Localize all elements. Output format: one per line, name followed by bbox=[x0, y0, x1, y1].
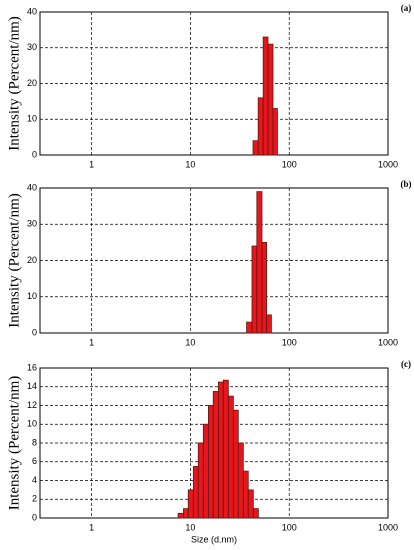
bar bbox=[237, 442, 244, 519]
bar bbox=[251, 245, 258, 334]
bar bbox=[252, 508, 259, 519]
bar bbox=[272, 108, 278, 156]
x-tick-label: 1 bbox=[89, 159, 94, 169]
y-tick-label: 12 bbox=[27, 400, 37, 410]
y-axis-label: Intensity (Percent/nm) bbox=[6, 193, 22, 328]
bar bbox=[246, 321, 253, 334]
bar bbox=[267, 43, 274, 156]
bar bbox=[202, 423, 209, 519]
y-tick-label: 20 bbox=[27, 78, 37, 88]
y-tick-label: 16 bbox=[27, 362, 37, 372]
x-tick-label: 10 bbox=[185, 159, 195, 169]
bar bbox=[266, 314, 272, 334]
y-tick-label: 8 bbox=[32, 437, 37, 447]
x-tick-label: 100 bbox=[282, 159, 297, 169]
bar bbox=[207, 405, 214, 519]
y-tick-label: 0 bbox=[32, 512, 37, 522]
bar bbox=[257, 97, 264, 156]
bar bbox=[177, 512, 184, 519]
y-tick-label: 40 bbox=[27, 182, 37, 192]
y-tick-label: 30 bbox=[27, 42, 37, 52]
x-tick-label: 100 bbox=[282, 337, 297, 347]
y-tick-label: 0 bbox=[32, 327, 37, 337]
y-tick-label: 10 bbox=[27, 419, 37, 429]
x-tick-label: 1000 bbox=[378, 522, 398, 532]
bar bbox=[252, 140, 259, 156]
panel-label: (c) bbox=[401, 359, 411, 369]
y-tick-label: 10 bbox=[27, 114, 37, 124]
x-tick-label: 1000 bbox=[378, 337, 398, 347]
bar bbox=[197, 442, 204, 519]
y-tick-label: 6 bbox=[32, 456, 37, 466]
bar bbox=[242, 470, 249, 519]
bar bbox=[261, 241, 267, 334]
x-tick-label: 10 bbox=[185, 522, 195, 532]
y-tick-label: 14 bbox=[27, 381, 37, 391]
bar bbox=[262, 36, 269, 156]
x-tick-label: 1 bbox=[89, 522, 94, 532]
bar bbox=[222, 379, 229, 519]
bar bbox=[192, 466, 199, 519]
bar bbox=[183, 508, 189, 519]
y-tick-label: 4 bbox=[32, 475, 37, 485]
bar bbox=[212, 391, 219, 519]
x-tick-label: 1000 bbox=[378, 159, 398, 169]
y-axis-label: Intensity (Percent/nm) bbox=[6, 376, 22, 511]
bar bbox=[232, 409, 239, 519]
y-tick-label: 30 bbox=[27, 219, 37, 229]
y-tick-label: 40 bbox=[27, 6, 37, 16]
bar bbox=[256, 191, 263, 334]
y-tick-label: 20 bbox=[27, 255, 37, 265]
y-tick-label: 10 bbox=[27, 291, 37, 301]
x-tick-label: 100 bbox=[282, 522, 297, 532]
bar bbox=[227, 395, 234, 519]
bar bbox=[218, 381, 224, 519]
panel-label: (a) bbox=[401, 3, 412, 13]
y-axis-label: Intensity (Percent/nm) bbox=[6, 16, 22, 151]
y-tick-label: 2 bbox=[32, 494, 37, 504]
bar bbox=[247, 489, 254, 519]
x-tick-label: 1 bbox=[89, 337, 94, 347]
x-tick-label: 10 bbox=[185, 337, 195, 347]
y-tick-label: 0 bbox=[32, 149, 37, 159]
panel-label: (b) bbox=[401, 179, 412, 189]
bar bbox=[187, 489, 194, 519]
x-axis-label: Size (d.nm) bbox=[191, 534, 237, 544]
